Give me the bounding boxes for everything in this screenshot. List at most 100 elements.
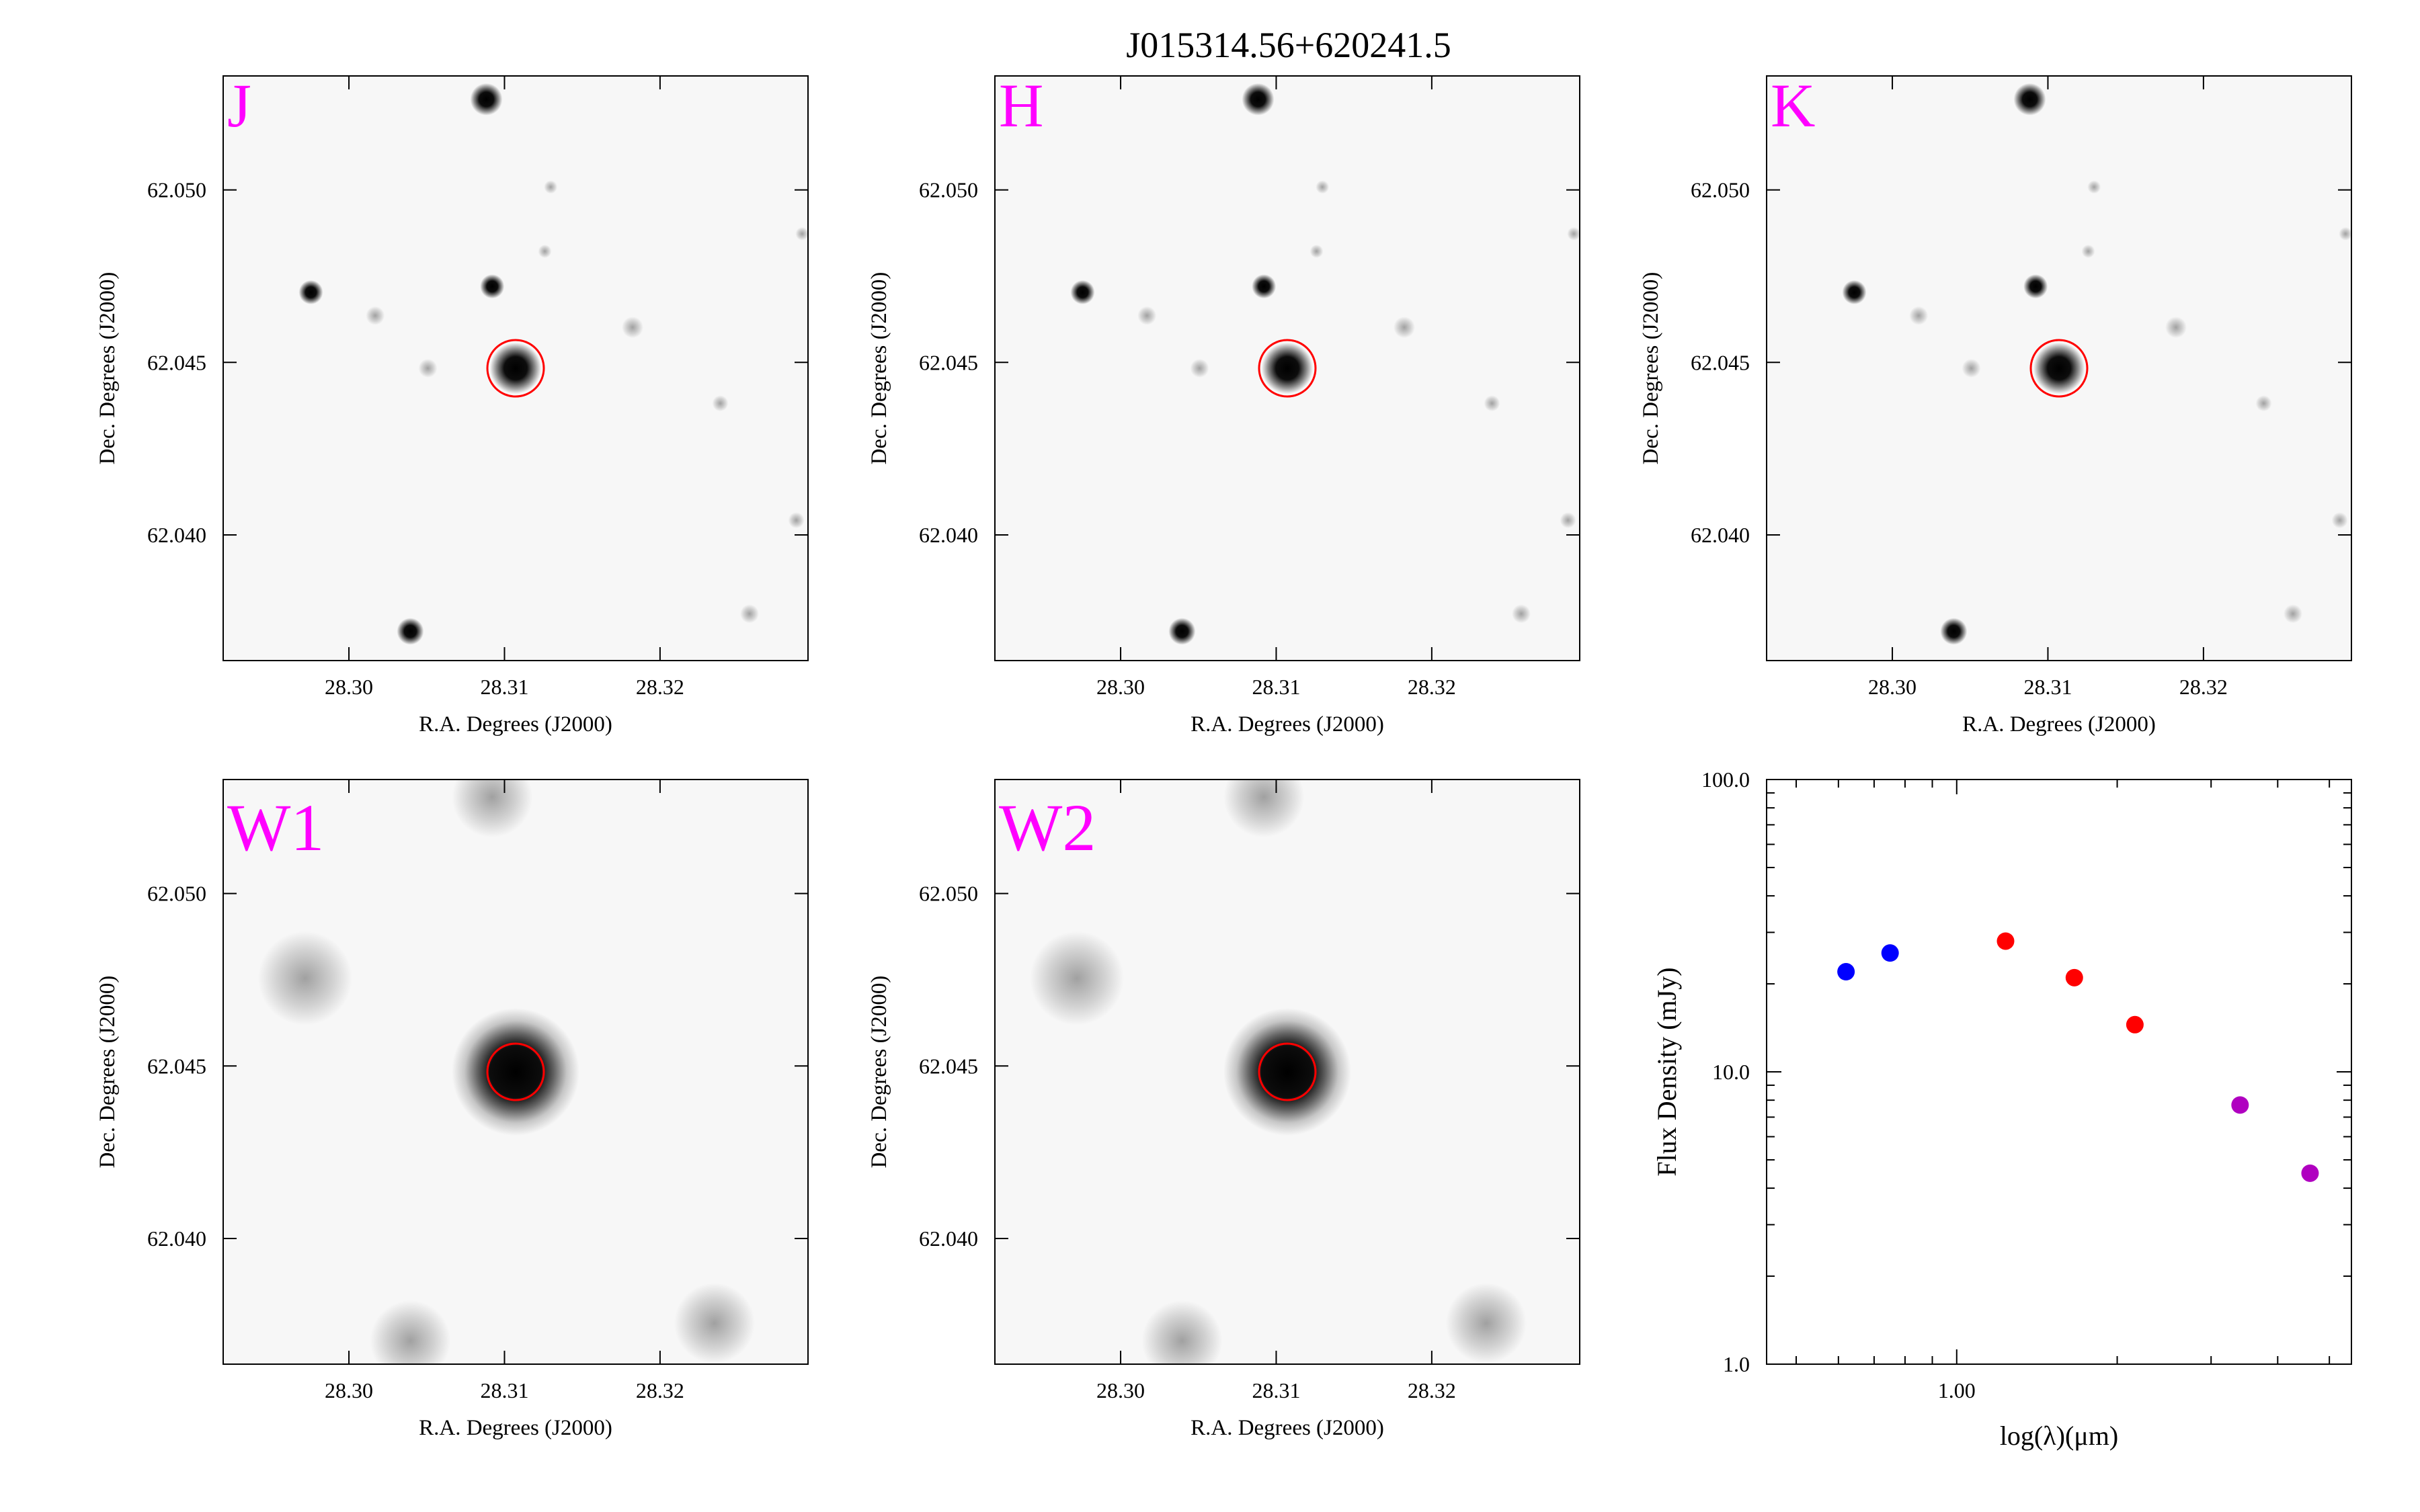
star	[1141, 1300, 1223, 1364]
y-tick-label: 62.050	[147, 882, 206, 906]
star	[795, 226, 808, 241]
star	[370, 1300, 451, 1364]
star	[740, 604, 759, 624]
star	[622, 317, 643, 339]
x-tick-label: 28.30	[1868, 675, 1917, 699]
y-tick-label: 100.0	[1701, 767, 1750, 792]
y-tick-label: 62.045	[147, 1054, 206, 1078]
star	[490, 343, 541, 394]
star	[1242, 83, 1275, 116]
target-aperture	[1258, 1042, 1317, 1101]
star-field	[298, 83, 808, 645]
star	[1223, 1008, 1351, 1136]
star	[1962, 359, 1981, 378]
sed-series-0	[1837, 944, 1899, 981]
star	[544, 180, 558, 194]
star	[2013, 83, 2046, 116]
y-axis-title: Dec. Degrees (J2000)	[1639, 272, 1663, 465]
data-point	[1837, 963, 1855, 981]
star	[1842, 280, 1867, 304]
target-aperture	[486, 1042, 545, 1101]
x-tick-label: 28.32	[636, 1378, 684, 1402]
x-tick-label: 28.32	[636, 675, 684, 699]
data-point	[1881, 944, 1899, 962]
panel-frame	[223, 75, 809, 661]
star	[1567, 226, 1580, 241]
band-label: J	[227, 71, 251, 140]
star	[2331, 512, 2348, 529]
x-axis-title: R.A. Degrees (J2000)	[419, 1416, 612, 1440]
y-tick-label: 62.040	[919, 1226, 978, 1251]
data-point	[1997, 932, 2015, 950]
star	[674, 1283, 755, 1364]
y-tick-label: 62.050	[919, 882, 978, 906]
sed-plot: 100.0 10.0 1.0 1.00 log(λ)(μm) Flux Density (…	[1652, 767, 2352, 1451]
star	[2165, 317, 2187, 339]
x-tick-label: 28.30	[1096, 675, 1145, 699]
x-tick-label: 1.00	[1938, 1378, 1976, 1402]
y-tick-label: 62.045	[1691, 350, 1750, 374]
band-label: H	[999, 71, 1043, 140]
cutout-panel-j: J 28.30 28.31 28.32 62.050 62.045 62.040 R.A. D…	[95, 71, 809, 737]
star	[1262, 343, 1313, 394]
x-axis-title: R.A. Degrees (J2000)	[1962, 712, 2156, 737]
y-axis-title: Dec. Degrees (J2000)	[867, 976, 891, 1169]
data-point	[2231, 1096, 2249, 1114]
star-field	[257, 780, 755, 1364]
target-aperture	[1258, 339, 1317, 398]
y-tick-label: 62.050	[147, 178, 206, 202]
star	[1309, 245, 1324, 258]
x-tick-label: 28.30	[1096, 1378, 1145, 1402]
x-tick-label: 28.31	[1252, 1378, 1300, 1402]
y-axis-title: Dec. Degrees (J2000)	[95, 272, 120, 465]
star-field	[1842, 83, 2351, 645]
star	[1909, 306, 1929, 325]
star	[2284, 604, 2302, 624]
star	[2033, 343, 2085, 394]
x-axis-title: R.A. Degrees (J2000)	[419, 712, 612, 737]
cutout-panels: J 28.30 28.31 28.32 62.050 62.045 62.040 R.A. D…	[95, 71, 2352, 1440]
star	[1316, 180, 1330, 194]
x-axis-title: R.A. Degrees (J2000)	[1191, 712, 1384, 737]
panel-frame	[1766, 75, 2352, 661]
y-tick-label: 62.040	[147, 523, 206, 547]
star	[298, 280, 323, 304]
figure-title: J015314.56+620241.5	[1126, 25, 1451, 65]
star	[2339, 226, 2351, 241]
y-axis-title: Dec. Degrees (J2000)	[95, 976, 120, 1169]
y-tick-label: 1.0	[1723, 1352, 1750, 1376]
star	[366, 306, 385, 325]
x-tick-label: 28.32	[1408, 1378, 1456, 1402]
x-tick-label: 28.31	[2023, 675, 2072, 699]
band-label: W2	[999, 790, 1096, 865]
band-label: W1	[227, 790, 324, 865]
star	[712, 395, 729, 412]
star	[452, 780, 533, 838]
star	[1512, 604, 1531, 624]
y-tick-label: 62.050	[1691, 178, 1750, 202]
cutout-panel-h: H 28.30 28.31 28.32 62.050 62.045 62.040 R.A. D…	[867, 71, 1580, 737]
star	[1445, 1283, 1527, 1364]
sed-series-1	[1997, 932, 2144, 1034]
star-field	[1029, 780, 1527, 1364]
x-tick-label: 28.30	[325, 1378, 373, 1402]
x-tick-label: 28.31	[480, 1378, 528, 1402]
star	[1029, 931, 1124, 1025]
y-tick-label: 62.045	[919, 1054, 978, 1078]
target-aperture	[2029, 339, 2089, 398]
y-tick-label: 10.0	[1712, 1060, 1750, 1084]
cutout-panel-k: K 28.30 28.31 28.32 62.050 62.045 62.040 R.A. D…	[1639, 71, 2352, 737]
star	[1070, 280, 1095, 304]
star	[1394, 317, 1415, 339]
y-axis-title: Flux Density (mJy)	[1652, 967, 1682, 1176]
star	[1190, 359, 1209, 378]
star	[2087, 180, 2101, 194]
star	[1560, 512, 1576, 529]
target-aperture	[486, 339, 545, 398]
y-tick-label: 62.040	[1691, 523, 1750, 547]
x-tick-label: 28.31	[480, 675, 528, 699]
x-tick-label: 28.30	[325, 675, 373, 699]
band-label: K	[1771, 71, 1815, 140]
y-tick-label: 62.040	[147, 1226, 206, 1251]
